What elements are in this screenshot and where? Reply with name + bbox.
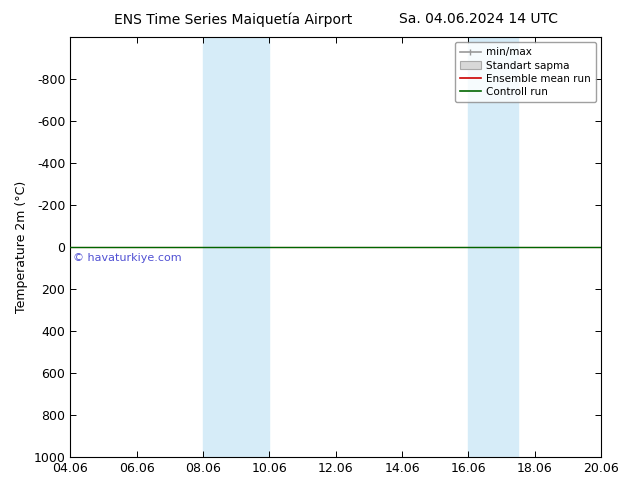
Text: ENS Time Series Maiquetía Airport: ENS Time Series Maiquetía Airport [114, 12, 353, 27]
Legend: min/max, Standart sapma, Ensemble mean run, Controll run: min/max, Standart sapma, Ensemble mean r… [455, 42, 596, 102]
Bar [203, 37, 269, 457]
Y-axis label: Temperature 2m (°C): Temperature 2m (°C) [15, 181, 28, 313]
Bar [469, 37, 518, 457]
Text: © havaturkiye.com: © havaturkiye.com [73, 253, 181, 264]
Text: Sa. 04.06.2024 14 UTC: Sa. 04.06.2024 14 UTC [399, 12, 559, 26]
